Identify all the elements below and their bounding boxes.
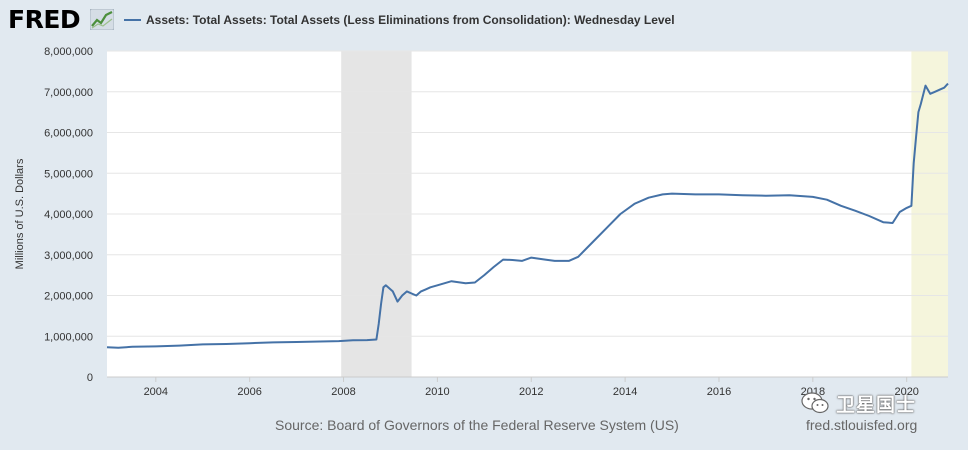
source-note: Source: Board of Governors of the Federa… <box>275 417 679 433</box>
chart-legend[interactable]: Assets: Total Assets: Total Assets (Less… <box>124 11 675 29</box>
y-tick-label: 5,000,000 <box>44 168 93 180</box>
y-tick-label: 3,000,000 <box>44 250 93 262</box>
y-tick-label: 1,000,000 <box>44 331 93 343</box>
x-tick-label: 2018 <box>801 386 825 396</box>
legend-label: Assets: Total Assets: Total Assets (Less… <box>146 13 675 27</box>
x-tick-label: 2020 <box>894 386 918 396</box>
chart-header: FRED Assets: Total Assets: Total Assets … <box>0 0 968 40</box>
y-tick-label: 7,000,000 <box>44 87 93 99</box>
series-lines <box>106 82 949 349</box>
x-axis-ticks: 2004 2006 2008 2010 2012 2014 2016 2018 2020 <box>107 376 948 396</box>
x-tick-label: 2016 <box>707 386 731 396</box>
x-tick-label: 2014 <box>613 386 637 396</box>
chart-svg[interactable]: 0 1,000,000 2,000,000 3,000,000 4,000,000 5,0… <box>0 40 968 396</box>
x-tick-label: 2004 <box>144 386 168 396</box>
x-tick-label: 2010 <box>425 386 449 396</box>
watermark: 卫星国士 <box>800 390 916 416</box>
x-tick-label: 2006 <box>237 386 261 396</box>
wechat-icon <box>801 392 829 414</box>
y-tick-label: 6,000,000 <box>44 128 93 140</box>
y-axis-label: Millions of U.S. Dollars <box>14 158 26 269</box>
site-link[interactable]: fred.stlouisfed.org <box>806 417 918 433</box>
y-tick-label: 4,000,000 <box>44 209 93 221</box>
y-tick-label: 0 <box>87 372 93 384</box>
fred-logo[interactable]: FRED <box>8 5 81 34</box>
y-tick-label: 8,000,000 <box>44 46 93 58</box>
line-chart-icon <box>90 9 114 30</box>
legend-swatch <box>124 19 141 21</box>
x-tick-label: 2008 <box>331 386 355 396</box>
line-chart[interactable]: 0 1,000,000 2,000,000 3,000,000 4,000,000 5,0… <box>0 40 968 396</box>
x-tick-label: 2012 <box>519 386 543 396</box>
series-line[interactable] <box>106 82 949 349</box>
y-tick-label: 2,000,000 <box>44 291 93 303</box>
y-axis-ticks: 0 1,000,000 2,000,000 3,000,000 4,000,000 5,0… <box>44 46 93 384</box>
watermark-text: 卫星国士 <box>836 393 917 416</box>
